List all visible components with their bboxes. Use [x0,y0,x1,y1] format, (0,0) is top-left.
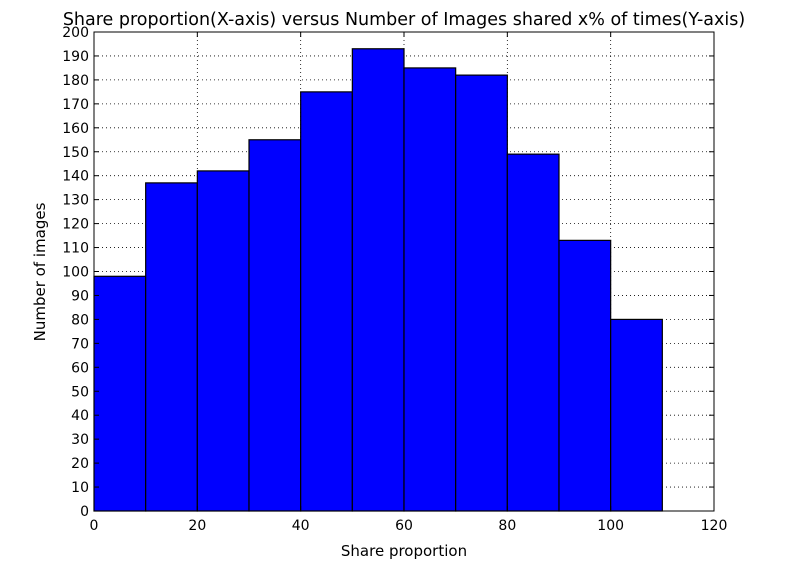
histogram-bar [506,153,560,512]
histogram-bar [93,275,147,512]
y-tick-label: 130 [62,193,89,209]
y-tick-label: 110 [62,241,89,257]
y-tick-label: 200 [62,25,89,41]
y-tick-label: 160 [62,121,89,137]
axis-ticks: 0 20 40 60 80 100 120 0 10 20 30 40 50 60 70 80 90 100 110… [62,25,727,534]
histogram-bar [455,74,508,512]
x-tick-label: 120 [701,518,728,534]
x-tick-label: 20 [188,518,206,534]
y-tick-label: 100 [62,265,89,281]
y-tick-label: 20 [71,456,89,472]
y-tick-label: 30 [71,432,89,448]
y-tick-label: 0 [80,504,89,520]
histogram-bar [300,91,353,512]
histogram-bar [558,239,612,512]
y-tick-label: 90 [71,288,89,304]
x-tick-label: 0 [90,518,99,534]
chart-title: Share proportion(X-axis) versus Number o… [63,10,745,30]
y-tick-label: 120 [62,217,89,233]
histogram-bar [351,48,405,512]
y-tick-label: 50 [71,384,89,400]
y-tick-label: 180 [62,73,89,89]
y-tick-label: 80 [71,312,89,328]
y-tick-label: 40 [71,408,89,424]
x-tick-label: 80 [498,518,516,534]
y-tick-label: 190 [62,49,89,65]
x-axis-label: Share proportion [341,542,467,560]
y-tick-label: 140 [62,169,89,185]
y-axis-label: Number of images [31,202,49,341]
histogram-bar [610,318,663,512]
x-tick-label: 40 [292,518,310,534]
y-tick-label: 70 [71,336,89,352]
x-tick-label: 100 [597,518,624,534]
y-tick-label: 170 [62,97,89,113]
histogram-bar [248,139,302,512]
histogram-bar [145,182,198,512]
histogram-bar [403,67,457,512]
histogram-bars [93,48,663,512]
y-tick-label: 60 [71,360,89,376]
histogram-bar [196,170,250,512]
x-tick-label: 60 [395,518,413,534]
y-tick-label: 150 [62,145,89,161]
y-tick-label: 10 [71,480,89,496]
